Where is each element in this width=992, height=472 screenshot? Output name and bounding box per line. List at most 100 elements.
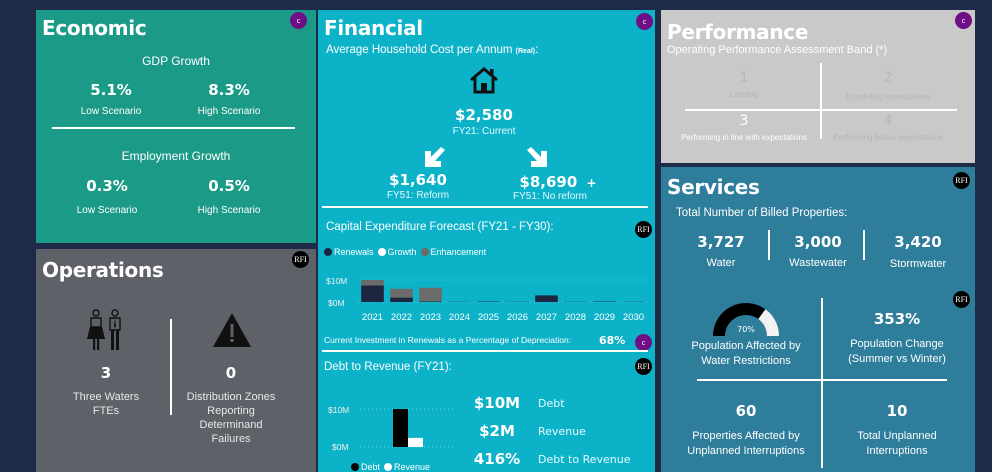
employment-high-label: High Scenario	[197, 205, 261, 216]
band-1-label: Leading	[729, 90, 759, 99]
billed-stormwater-label: Stormwater	[889, 258, 947, 270]
legend-label: Revenue	[394, 462, 431, 472]
quad-hdivider	[697, 379, 947, 381]
performance-panel: Performance c Operating Performance Asse…	[661, 10, 975, 163]
operations-divider	[170, 319, 172, 415]
household-cost-heading-text: Average Household Cost per Annum	[326, 44, 513, 56]
x-tick-2029: 2029	[593, 312, 616, 323]
x-tick-2024: 2024	[448, 312, 471, 323]
noreform-plus: +	[586, 176, 597, 190]
perf-hdivider	[685, 109, 957, 111]
bar-renewals-2027	[535, 295, 558, 302]
zones-label-line2: Reporting	[207, 405, 255, 417]
band-4-label: Performing below expectations	[833, 133, 943, 142]
unplanned-label: Total Unplanned Interruptions	[822, 429, 972, 459]
unplanned-label-line1: Total Unplanned	[857, 430, 937, 442]
billed-divider-2	[863, 230, 865, 260]
rfi-badge[interactable]: RFI	[953, 172, 970, 189]
employment-low-value: 0.3%	[86, 177, 128, 195]
debt-label: Debt	[538, 397, 565, 410]
bar-renewals-2021	[361, 285, 384, 302]
employment-growth-heading: Employment Growth	[121, 149, 231, 163]
employment-low-label: Low Scenario	[76, 205, 138, 216]
legend-debt[interactable]: Debt	[351, 462, 380, 472]
debt-value: $10M	[473, 394, 521, 412]
employment-high-value: 0.5%	[208, 177, 250, 195]
legend-label: Growth	[387, 247, 417, 257]
financial-divider-2	[322, 350, 648, 352]
capex-x-axis: 2021 2022 2023 2024 2025 2026 2027 2028 2029 2030	[358, 312, 648, 326]
gdp-low-label: Low Scenario	[80, 106, 142, 117]
services-panel: Services RFI Total Number of Billed Prop…	[661, 167, 975, 472]
legend-dot-debt	[351, 463, 359, 471]
x-tick-2021: 2021	[361, 312, 384, 323]
billed-wastewater-value: 3,000	[794, 233, 842, 251]
financial-divider-1	[322, 206, 648, 208]
rfi-badge[interactable]: RFI	[635, 221, 652, 238]
rfi-badge[interactable]: RFI	[953, 291, 970, 308]
ftes-label: Three Waters FTEs	[41, 390, 171, 418]
debt-ytick-0m: $0M	[332, 442, 349, 452]
zones-value: 0	[225, 364, 237, 382]
x-tick-2030: 2030	[622, 312, 645, 323]
debt-ytick-10m: $10M	[328, 405, 350, 415]
renewals-pct: 68%	[599, 334, 626, 347]
restrictions-gauge	[713, 303, 779, 337]
gdp-high-label: High Scenario	[197, 106, 261, 117]
ratio-value: 416%	[473, 450, 521, 468]
legend-dot-growth	[377, 248, 386, 256]
household-cost-heading: Average Household Cost per Annum (Real):	[326, 44, 538, 56]
comment-badge[interactable]: c	[955, 12, 972, 29]
comment-badge[interactable]: c	[290, 12, 307, 29]
bar-enhancement-2022	[390, 288, 413, 298]
billed-water-label: Water	[706, 257, 736, 269]
pop-change-label-line1: Population Change	[850, 338, 944, 350]
noreform-cost-label: FY51: No reform	[513, 191, 587, 202]
economic-panel: Economic c GDP Growth 5.1% Low Scenario …	[36, 10, 316, 243]
legend-enhancement[interactable]: Enhancement	[420, 247, 487, 257]
operations-title: Operations	[42, 258, 164, 282]
band-4-number: 4	[883, 113, 893, 129]
arrow-down-left-icon	[425, 147, 445, 167]
band-3-label: Performing in line with expectations	[681, 133, 807, 142]
band-2-label: Exceeding expectations	[845, 92, 931, 101]
bar-debt	[393, 409, 408, 447]
legend-growth[interactable]: Growth	[377, 247, 417, 257]
rfi-badge[interactable]: RFI	[635, 358, 652, 375]
zones-label-line3: Determinand	[199, 419, 263, 431]
billed-heading: Total Number of Billed Properties:	[676, 207, 848, 219]
billed-wastewater-label: Wastewater	[789, 257, 847, 269]
gdp-high-value: 8.3%	[208, 81, 250, 99]
restrictions-label-line1: Population Affected by	[691, 340, 801, 352]
pop-change-value: 353%	[873, 310, 921, 328]
ratio-label: Debt to Revenue	[538, 453, 631, 466]
legend-renewals[interactable]: Renewals	[324, 247, 374, 257]
heading-colon: :	[535, 44, 539, 56]
properties-affected-label-line1: Properties Affected by	[692, 430, 800, 442]
ftes-label-line2: FTEs	[92, 405, 120, 417]
comment-badge[interactable]: c	[635, 334, 652, 351]
gauge-remaining	[757, 309, 779, 337]
zones-label-line1: Distribution Zones	[186, 391, 276, 403]
x-tick-2023: 2023	[419, 312, 442, 323]
ftes-label-line1: Three Waters	[72, 391, 140, 403]
comment-badge[interactable]: c	[636, 13, 653, 30]
quad-vdivider	[821, 298, 823, 468]
billed-stormwater-value: 3,420	[894, 233, 942, 251]
legend-label: Enhancement	[430, 247, 487, 257]
x-tick-2028: 2028	[564, 312, 587, 323]
financial-title: Financial	[324, 16, 423, 40]
legend-label: Debt	[361, 462, 381, 472]
legend-dot-enhancement	[420, 248, 429, 256]
economic-divider	[52, 127, 295, 129]
financial-panel: Financial c Average Household Cost per A…	[318, 10, 655, 472]
properties-affected-label-line2: Unplanned Interruptions	[687, 445, 805, 457]
warning-icon	[213, 313, 251, 347]
noreform-cost-value: $8,690 +	[488, 173, 628, 191]
zones-label: Distribution Zones Reporting Determinand…	[166, 390, 296, 446]
rfi-badge[interactable]: RFI	[292, 251, 309, 268]
x-tick-2027: 2027	[535, 312, 558, 323]
capex-heading: Capital Expenditure Forecast (FY21 - FY3…	[326, 221, 554, 233]
legend-revenue[interactable]: Revenue	[384, 462, 430, 472]
noreform-value-text: $8,690	[519, 173, 578, 191]
